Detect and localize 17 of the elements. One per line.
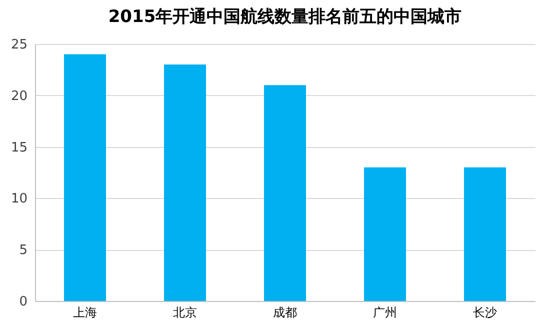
x-tick-label: 长沙 bbox=[473, 306, 497, 320]
chart-title: 2015年开通中国航线数量排名前五的中国城市 bbox=[108, 7, 462, 27]
x-tick-label: 成都 bbox=[273, 306, 297, 320]
y-tick-label: 15 bbox=[10, 140, 28, 156]
y-tick-label: 5 bbox=[19, 243, 28, 258]
y-tick-label: 20 bbox=[10, 88, 28, 104]
x-tick-label: 广州 bbox=[373, 306, 397, 320]
bar bbox=[264, 85, 306, 301]
y-tick-label: 10 bbox=[10, 192, 28, 207]
bar bbox=[464, 167, 506, 301]
bar bbox=[364, 167, 406, 301]
x-tick-label: 北京 bbox=[173, 306, 197, 320]
bar bbox=[164, 64, 206, 301]
bar bbox=[64, 54, 106, 301]
x-tick-label: 上海 bbox=[73, 306, 97, 320]
y-tick-label: 0 bbox=[19, 294, 28, 310]
y-tick-label: 25 bbox=[10, 38, 28, 52]
